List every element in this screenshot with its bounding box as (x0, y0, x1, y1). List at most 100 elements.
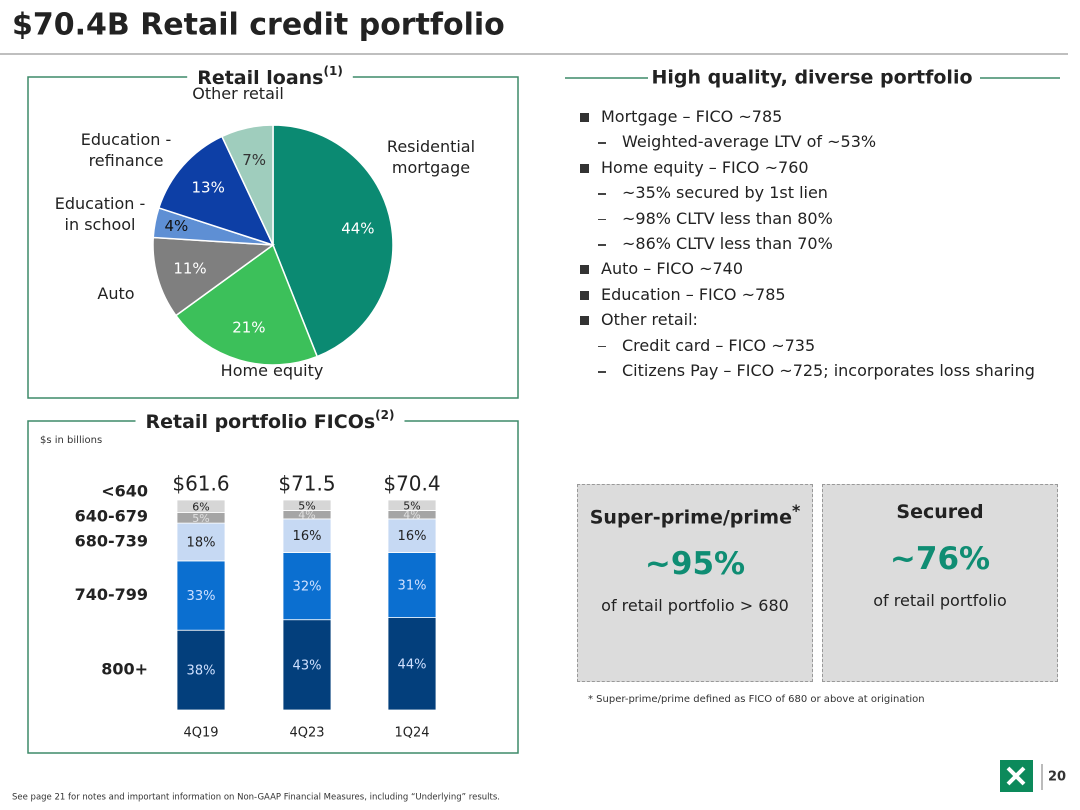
bullet-text: Home equity – FICO ~760 (601, 157, 809, 177)
bullet-square (580, 290, 589, 300)
bullet-square (580, 316, 589, 326)
bullet-text: Weighted-average LTV of ~53% (622, 132, 877, 152)
footer-note: See page 21 for notes and important info… (12, 793, 500, 803)
legend-label: 800+ (101, 660, 148, 679)
slice-category-label: Education - refinance (80, 130, 172, 170)
chart-subtitle: $s in billions (40, 435, 102, 446)
slide-title: $70.4B Retail credit portfolio (12, 8, 505, 43)
slice-value-label: 11% (173, 260, 206, 278)
bullet-text: Citizens Pay – FICO ~725; incorporates l… (622, 361, 1035, 380)
bullet-text: Other retail: (601, 310, 698, 330)
segment-value-label: 44% (398, 657, 427, 672)
card-value: ~95% (644, 546, 746, 583)
bullet-text: ~98% CLTV less than 80% (622, 208, 833, 228)
bar-segment (176, 560, 226, 631)
segment-value-label: 16% (398, 529, 427, 544)
pie-slice (174, 243, 319, 366)
legend-label: 640-679 (75, 507, 148, 526)
slice-category-label: Home equity (220, 361, 324, 380)
heading-text: Retail loans (197, 67, 323, 89)
card-description: of retail portfolio (873, 591, 1007, 610)
x-tick-label: 1Q24 (394, 726, 429, 741)
bar-total-label: $61.6 (172, 472, 229, 496)
logo-mark (1006, 766, 1026, 786)
segment-value-label: 5% (298, 499, 315, 512)
bar-segment (282, 619, 332, 711)
pie-slice (152, 236, 276, 317)
bullet-dash (598, 371, 606, 373)
bullet-text: Auto – FICO ~740 (601, 259, 744, 279)
heading-note: (1) (323, 64, 342, 78)
bullet-text: Credit card – FICO ~735 (622, 335, 816, 355)
stat-card: Super-prime/prime* ~95% of retail portfoli… (577, 484, 813, 682)
bullet-dash (598, 193, 606, 195)
card-title-text: Super-prime/prime (589, 506, 792, 529)
segment-value-label: 16% (293, 529, 322, 544)
slice-value-label: 4% (164, 217, 188, 235)
bar-segment (176, 499, 226, 514)
heading-backing (135, 410, 405, 434)
heading-text: Retail portfolio FICOs (146, 411, 376, 433)
legend-label: 740-799 (75, 585, 148, 604)
segment-value-label: 32% (293, 580, 322, 595)
page-number: 20 (1048, 770, 1066, 785)
slice-value-label: 13% (192, 178, 225, 196)
heading-backing (187, 66, 353, 90)
bar-segment (387, 499, 437, 511)
stat-card: Secured ~76% of retail portfolio (822, 484, 1058, 682)
bullet-dash (598, 218, 606, 221)
legend-label: <640 (101, 482, 148, 501)
card-footnote: * Super-prime/prime defined as FICO of 6… (588, 694, 925, 705)
segment-value-label: 38% (187, 664, 216, 679)
card-title: Secured (823, 501, 1057, 523)
slice-value-label: 44% (341, 219, 374, 237)
x-tick-label: 4Q23 (289, 726, 324, 741)
slice-category-label: Auto (97, 284, 135, 303)
bullet-square (580, 265, 589, 275)
segment-value-label: 4% (403, 509, 420, 522)
card-title-text: Secured (896, 501, 984, 523)
bullet-text: ~35% secured by 1st lien (622, 183, 828, 203)
segment-value-label: 6% (192, 500, 209, 513)
slice-category-label: Residential mortgage (386, 137, 476, 177)
card-title-note: * (791, 501, 801, 520)
pie-slice (272, 124, 394, 358)
panel-heading: Retail portfolio FICOs(2) (146, 408, 395, 433)
bar-segment (387, 552, 437, 618)
portfolio-heading: High quality, diverse portfolio (651, 67, 972, 89)
bullet-square (580, 113, 589, 122)
bar-segment (282, 499, 332, 511)
bullet-text: Education – FICO ~785 (601, 284, 786, 304)
pie-slice (220, 124, 274, 246)
slice-value-label: 21% (232, 318, 265, 336)
bullet-dash (598, 142, 606, 144)
slice-value-label: 7% (242, 151, 266, 169)
card-description: of retail portfolio > 680 (601, 596, 789, 616)
card-title: Super-prime/prime* (578, 501, 812, 528)
segment-value-label: 18% (187, 536, 216, 551)
card-value: ~76% (889, 541, 991, 577)
segment-value-label: 31% (398, 579, 427, 594)
slice-category-label: Other retail (192, 84, 284, 103)
bullet-square (580, 163, 589, 173)
bar-segment (282, 518, 332, 553)
segment-value-label: 5% (192, 512, 209, 525)
bar-segment (176, 522, 226, 562)
segment-value-label: 43% (293, 658, 322, 673)
bullet-dash (598, 244, 606, 246)
segment-value-label: 4% (298, 509, 315, 522)
bar-total-label: $71.5 (278, 472, 335, 496)
pie-slice (157, 135, 275, 247)
bullet-text: Mortgage – FICO ~785 (601, 107, 783, 126)
x-tick-label: 4Q19 (183, 726, 218, 741)
slice-category-label: Education - in school (54, 194, 146, 234)
bar-segment (387, 518, 437, 553)
segment-value-label: 33% (187, 589, 216, 604)
legend-label: 680-739 (75, 532, 148, 551)
bullet-text: ~86% CLTV less than 70% (622, 234, 833, 253)
segment-value-label: 5% (403, 499, 420, 512)
panel-heading: Retail loans(1) (197, 64, 343, 89)
heading-note: (2) (375, 408, 394, 422)
